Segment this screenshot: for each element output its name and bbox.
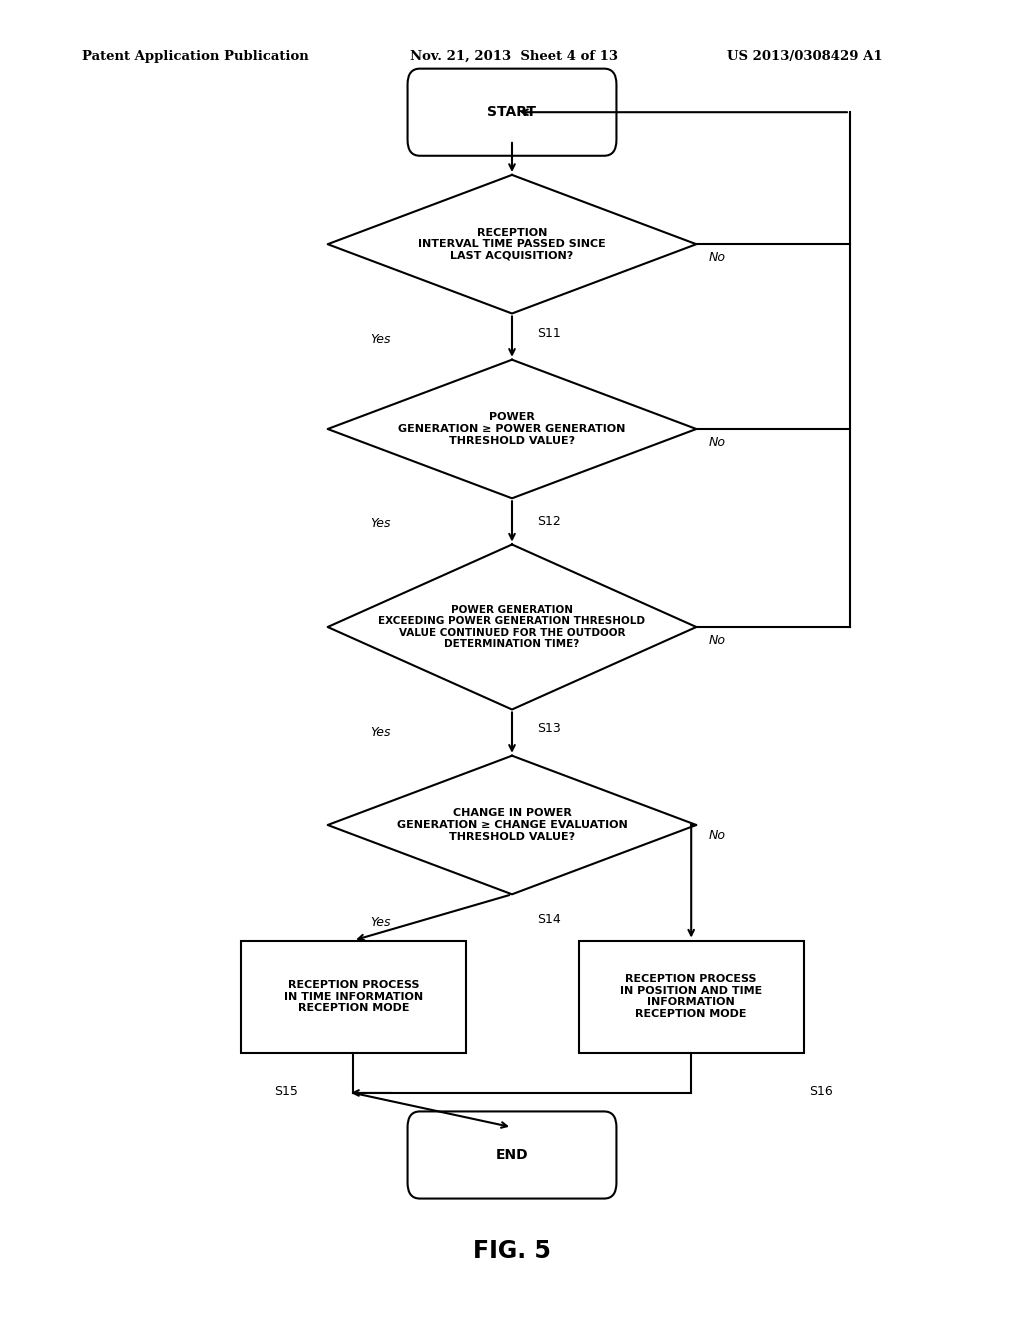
Text: POWER GENERATION
EXCEEDING POWER GENERATION THRESHOLD
VALUE CONTINUED FOR THE OU: POWER GENERATION EXCEEDING POWER GENERAT… — [379, 605, 645, 649]
Text: Yes: Yes — [371, 726, 391, 739]
Polygon shape — [328, 755, 696, 895]
Text: No: No — [709, 634, 726, 647]
Text: RECEPTION PROCESS
IN TIME INFORMATION
RECEPTION MODE: RECEPTION PROCESS IN TIME INFORMATION RE… — [284, 979, 423, 1014]
Bar — [579, 940, 804, 1053]
Text: No: No — [709, 251, 726, 264]
Text: Yes: Yes — [371, 916, 391, 929]
Text: US 2013/0308429 A1: US 2013/0308429 A1 — [727, 50, 883, 63]
Text: S16: S16 — [809, 1085, 833, 1098]
FancyBboxPatch shape — [408, 69, 616, 156]
Text: S13: S13 — [538, 722, 561, 735]
Text: S11: S11 — [538, 327, 561, 341]
Text: No: No — [709, 436, 726, 449]
Text: RECEPTION PROCESS
IN POSITION AND TIME
INFORMATION
RECEPTION MODE: RECEPTION PROCESS IN POSITION AND TIME I… — [621, 974, 762, 1019]
Text: S15: S15 — [274, 1085, 298, 1098]
Polygon shape — [328, 544, 696, 710]
Text: S12: S12 — [538, 515, 561, 528]
Polygon shape — [328, 176, 696, 314]
Text: POWER
GENERATION ≥ POWER GENERATION
THRESHOLD VALUE?: POWER GENERATION ≥ POWER GENERATION THRE… — [398, 412, 626, 446]
FancyBboxPatch shape — [408, 1111, 616, 1199]
Text: Nov. 21, 2013  Sheet 4 of 13: Nov. 21, 2013 Sheet 4 of 13 — [410, 50, 617, 63]
Text: FIG. 5: FIG. 5 — [473, 1239, 551, 1263]
Text: S14: S14 — [538, 913, 561, 927]
Text: No: No — [709, 829, 726, 842]
Text: CHANGE IN POWER
GENERATION ≥ CHANGE EVALUATION
THRESHOLD VALUE?: CHANGE IN POWER GENERATION ≥ CHANGE EVAL… — [396, 808, 628, 842]
Text: Yes: Yes — [371, 517, 391, 531]
Text: RECEPTION
INTERVAL TIME PASSED SINCE
LAST ACQUISITION?: RECEPTION INTERVAL TIME PASSED SINCE LAS… — [418, 227, 606, 261]
Polygon shape — [328, 359, 696, 498]
Text: Patent Application Publication: Patent Application Publication — [82, 50, 308, 63]
Text: Yes: Yes — [371, 333, 391, 346]
Text: END: END — [496, 1148, 528, 1162]
Bar — [241, 940, 466, 1053]
Text: START: START — [487, 106, 537, 119]
